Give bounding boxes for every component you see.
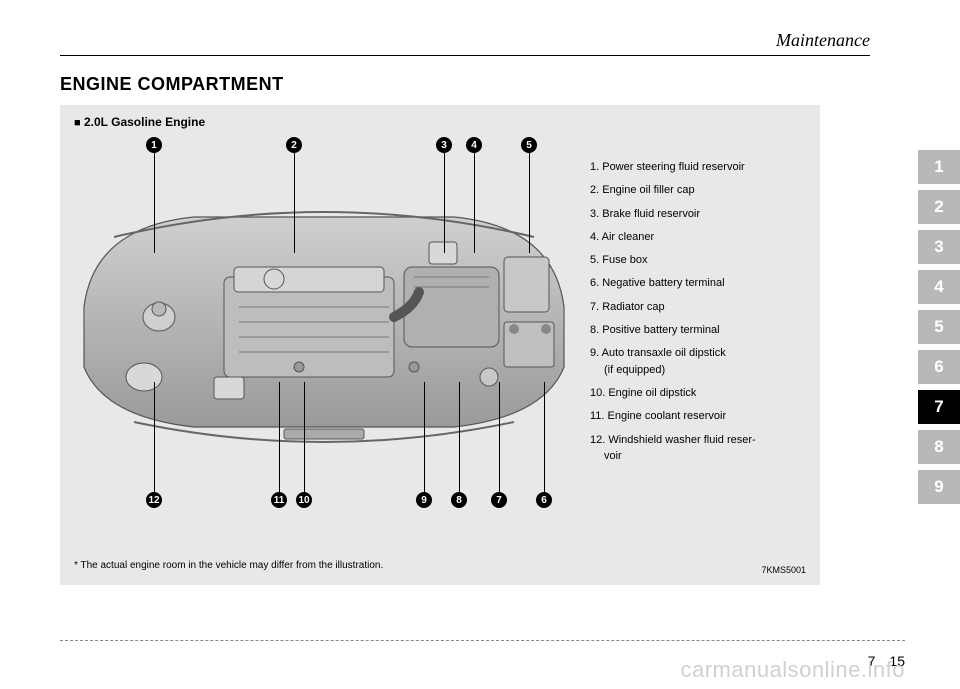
content-row: ■ 2.0L Gasoline Engine <box>60 105 920 585</box>
callout-marker: 2 <box>286 137 302 153</box>
leader-line <box>279 382 280 492</box>
callout-marker: 11 <box>271 492 287 508</box>
legend-item: 6. Negative battery terminal <box>590 276 800 290</box>
legend-item: (if equipped) <box>590 363 800 377</box>
legend-item: 2. Engine oil filler cap <box>590 183 800 197</box>
callout-marker: 5 <box>521 137 537 153</box>
legend-item: 9. Auto transaxle oil dipstick <box>590 346 800 360</box>
footer-rule <box>60 640 905 641</box>
header-rule <box>60 55 870 56</box>
leader-line <box>444 153 445 253</box>
leader-line <box>294 153 295 253</box>
legend-item: 3. Brake fluid reservoir <box>590 207 800 221</box>
legend-list: 1. Power steering fluid reservoir 2. Engi… <box>590 160 800 472</box>
legend-item: 11. Engine coolant reservoir <box>590 409 800 423</box>
watermark: carmanualsonline.info <box>680 657 905 683</box>
caption-marker: ■ <box>74 117 81 129</box>
figure-caption: ■ 2.0L Gasoline Engine <box>74 115 806 129</box>
leader-line <box>529 153 530 253</box>
leader-line <box>154 382 155 492</box>
legend-item: 10. Engine oil dipstick <box>590 386 800 400</box>
chapter-tab-9[interactable]: 9 <box>918 470 960 504</box>
callout-marker: 6 <box>536 492 552 508</box>
legend-item: 12. Windshield washer fluid reser- <box>590 433 800 447</box>
manual-page: Maintenance ENGINE COMPARTMENT ■ 2.0L Ga… <box>0 0 960 689</box>
leader-line <box>154 153 155 253</box>
chapter-tab-6[interactable]: 6 <box>918 350 960 384</box>
figure-box: ■ 2.0L Gasoline Engine <box>60 105 820 585</box>
leader-line <box>544 382 545 492</box>
legend-item: 8. Positive battery terminal <box>590 323 800 337</box>
callout-marker: 3 <box>436 137 452 153</box>
leader-line <box>424 382 425 492</box>
leader-line <box>499 382 500 492</box>
callout-marker: 7 <box>491 492 507 508</box>
callout-marker: 9 <box>416 492 432 508</box>
chapter-tab-8[interactable]: 8 <box>918 430 960 464</box>
chapter-tab-3[interactable]: 3 <box>918 230 960 264</box>
chapter-tab-4[interactable]: 4 <box>918 270 960 304</box>
leader-line <box>459 382 460 492</box>
chapter-tab-7[interactable]: 7 <box>918 390 960 424</box>
callout-marker: 1 <box>146 137 162 153</box>
leader-line <box>474 153 475 253</box>
caption-text: 2.0L Gasoline Engine <box>84 115 205 129</box>
callout-marker: 8 <box>451 492 467 508</box>
chapter-tabs: 1 2 3 4 5 6 7 8 9 <box>918 150 960 510</box>
chapter-tab-5[interactable]: 5 <box>918 310 960 344</box>
page-header: Maintenance <box>60 30 920 56</box>
page-title: ENGINE COMPARTMENT <box>60 74 920 95</box>
callout-marker: 10 <box>296 492 312 508</box>
callout-marker: 12 <box>146 492 162 508</box>
legend-item: 7. Radiator cap <box>590 300 800 314</box>
section-label: Maintenance <box>60 30 920 55</box>
leader-line <box>304 382 305 492</box>
callout-marker: 4 <box>466 137 482 153</box>
legend-item: voir <box>590 449 800 463</box>
image-code: 7KMS5001 <box>761 565 806 575</box>
legend-item: 4. Air cleaner <box>590 230 800 244</box>
engine-diagram: 12345 1211109876 <box>74 137 574 507</box>
chapter-tab-2[interactable]: 2 <box>918 190 960 224</box>
legend-item: 5. Fuse box <box>590 253 800 267</box>
chapter-tab-1[interactable]: 1 <box>918 150 960 184</box>
legend-item: 1. Power steering fluid reservoir <box>590 160 800 174</box>
figure-footnote: * The actual engine room in the vehicle … <box>74 560 383 571</box>
